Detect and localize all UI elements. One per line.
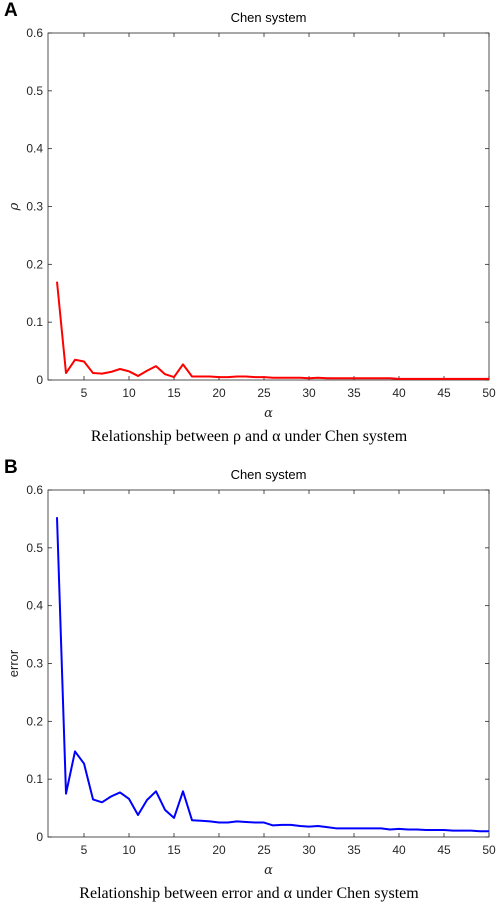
x-axis-label: α — [264, 406, 273, 421]
series-line-rho — [56, 281, 489, 380]
chart-panel-a: A Chen system 5 10 15 20 25 30 35 40 45 50 0 0.1 0.2 0… — [4, 0, 496, 445]
chart-caption-a: Relationship between ρ and α under Chen … — [90, 428, 408, 445]
y-tick-label: 0.5 — [26, 541, 43, 555]
chart-panel-b: B Chen system 5 10 15 20 25 30 35 40 45 50 0 0.1 0.2 0… — [0, 457, 498, 914]
x-tick-label: 40 — [392, 843, 406, 857]
y-tick-label: 0.2 — [26, 257, 43, 271]
x-tick-label: 25 — [257, 386, 271, 400]
chart-a: Chen system 5 10 15 20 25 30 35 40 45 50 0 0.1 0.2 0.3… — [7, 10, 496, 421]
x-tick-label: 50 — [482, 843, 496, 857]
y-tick-label: 0.3 — [26, 657, 43, 671]
x-tick-label: 5 — [81, 843, 88, 857]
y-axis-label: ρ — [7, 202, 22, 211]
y-tick-label: 0.4 — [26, 599, 43, 613]
y-tick-label: 0.6 — [26, 483, 43, 497]
y-tick-label: 0.6 — [26, 26, 43, 40]
y-tick-label: 0.1 — [26, 772, 43, 786]
x-tick-label: 15 — [167, 843, 181, 857]
plot-area-frame — [47, 32, 490, 381]
x-tick-label: 50 — [482, 386, 496, 400]
x-tick-label: 35 — [347, 386, 361, 400]
x-tick-label: 30 — [302, 843, 316, 857]
x-tick-label: 30 — [302, 386, 316, 400]
y-tick-label: 0.3 — [26, 200, 43, 214]
panel-label-b: B — [4, 457, 18, 478]
x-tick-label: 15 — [167, 386, 181, 400]
y-axis-label: error — [6, 649, 21, 677]
y-tick-label: 0.1 — [26, 315, 43, 329]
x-tick-label: 40 — [392, 386, 406, 400]
y-tick-label: 0 — [36, 830, 43, 844]
y-tick-label: 0.2 — [26, 714, 43, 728]
series-line-error — [56, 517, 489, 833]
x-tick-label: 25 — [257, 843, 271, 857]
x-tick-label: 20 — [212, 843, 226, 857]
y-tick-label: 0.4 — [26, 142, 43, 156]
x-tick-label: 10 — [122, 843, 136, 857]
y-tick-label: 0.5 — [26, 84, 43, 98]
x-tick-label: 10 — [122, 386, 136, 400]
chart-caption-b: Relationship between error and α under C… — [79, 885, 419, 902]
x-tick-label: 5 — [81, 386, 88, 400]
chart-b: Chen system 5 10 15 20 25 30 35 40 45 50 0 0.1 0.2 0.3… — [6, 467, 496, 878]
panel-label-a: A — [4, 0, 18, 21]
x-axis-label: α — [264, 863, 273, 878]
chart-title: Chen system — [231, 467, 307, 482]
x-tick-label: 45 — [437, 386, 451, 400]
x-tick-label: 35 — [347, 843, 361, 857]
y-tick-label: 0 — [36, 373, 43, 387]
chart-title: Chen system — [231, 10, 307, 25]
x-tick-label: 20 — [212, 386, 226, 400]
x-tick-label: 45 — [437, 843, 451, 857]
plot-area-frame — [47, 489, 490, 838]
